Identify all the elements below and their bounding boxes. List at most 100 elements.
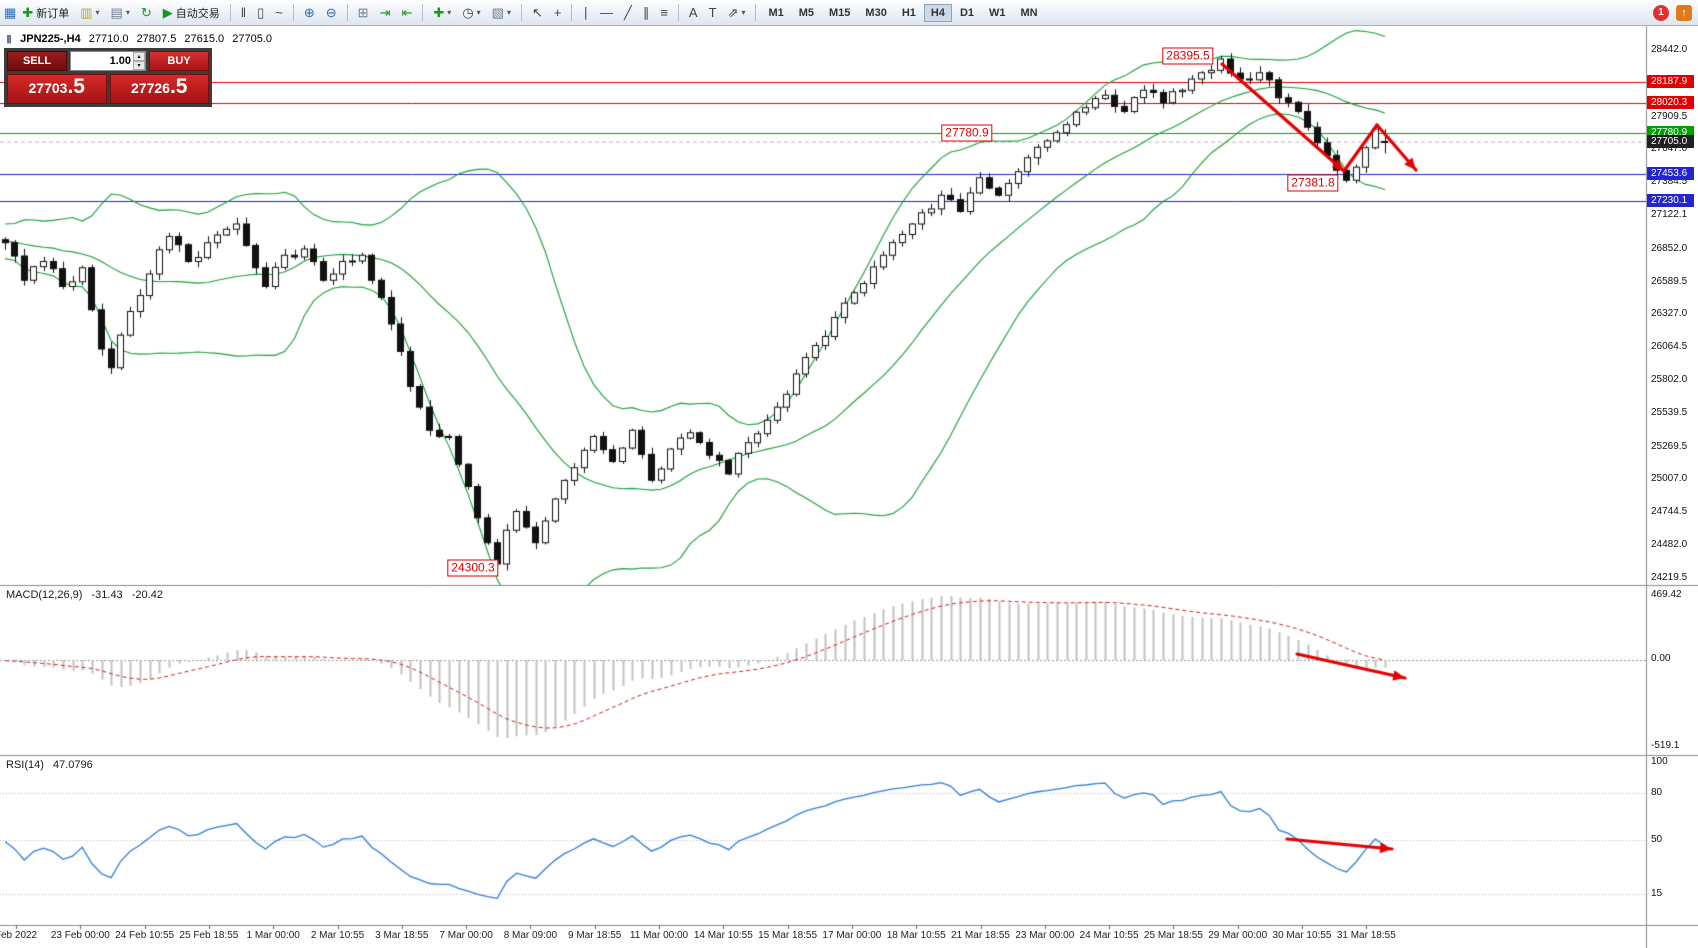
- auto-scroll-button[interactable]: ⇥: [375, 3, 396, 22]
- time-axis-label: 23 Mar 00:00: [1015, 930, 1075, 941]
- price-tag: 27453.6: [1647, 166, 1694, 180]
- price-annotation[interactable]: 27381.8: [1287, 174, 1339, 192]
- fibonacci-icon: ≡: [660, 5, 668, 20]
- time-axis[interactable]: Feb 2022 23 Feb 00:00 24 Feb 10:55 25 Feb 1…: [0, 926, 1646, 948]
- autotrading-button[interactable]: ▶ 自动交易: [158, 2, 225, 24]
- timeframe-m1-button[interactable]: M1: [761, 4, 790, 22]
- channel-icon: ∥: [642, 5, 650, 20]
- time-axis-label: 31 Mar 18:55: [1336, 930, 1396, 941]
- macd-axis-label: 469.42: [1651, 589, 1682, 600]
- bid-price-main: 27703: [28, 80, 68, 96]
- arrows-caret-icon: ▾: [741, 7, 746, 17]
- time-axis-label: 29 Mar 00:00: [1208, 930, 1268, 941]
- macd-axis-label: 0.00: [1651, 653, 1671, 664]
- chart-shift-button[interactable]: ⇤: [396, 3, 417, 22]
- ohlc-low: 27615.0: [184, 33, 225, 45]
- price-axis[interactable]: 28442.0 27909.5 27647.0 27384.5 27122.1 26852…: [1647, 26, 1698, 925]
- text-button[interactable]: A: [684, 3, 703, 22]
- sell-button[interactable]: SELL: [7, 51, 67, 71]
- app-icon: ▦: [4, 5, 17, 20]
- text-label-button[interactable]: T: [704, 3, 722, 22]
- time-axis-label: 25 Mar 18:55: [1143, 930, 1203, 941]
- cursor-button[interactable]: ↖: [527, 3, 548, 22]
- add-indicator-icon: ✚: [433, 5, 445, 20]
- trendline-icon: ╱: [623, 5, 632, 20]
- horizontal-line-button[interactable]: ―: [595, 3, 618, 22]
- price-annotation[interactable]: 28395.5: [1162, 47, 1214, 65]
- rsi-axis-label: 80: [1651, 787, 1663, 798]
- text-icon: A: [688, 5, 698, 20]
- timeframe-h1-button[interactable]: H1: [895, 4, 923, 22]
- timeframe-mn-button[interactable]: MN: [1014, 4, 1045, 22]
- buy-button[interactable]: BUY: [149, 51, 209, 71]
- rsi-label: RSI(14): [6, 759, 44, 771]
- zoom-out-button[interactable]: ⊖: [321, 3, 342, 22]
- new-chart-button[interactable]: ▥ ▾: [75, 3, 104, 22]
- price-axis-label: 26589.5: [1651, 275, 1688, 287]
- price-axis-label: 25007.0: [1651, 473, 1688, 485]
- autotrading-label: 自动交易: [175, 7, 220, 20]
- trendline-button[interactable]: ╱: [619, 3, 637, 22]
- arrows-button[interactable]: ⇗ ▾: [723, 3, 751, 22]
- volume-up-button[interactable]: ▴: [133, 52, 145, 61]
- price-tag: 28187.9: [1647, 74, 1694, 88]
- timeframe-d1-button[interactable]: D1: [953, 4, 981, 22]
- indicators-button[interactable]: ✚ ▾: [428, 3, 456, 22]
- toolbar-separator: [571, 4, 573, 21]
- profiles-caret-icon: ▾: [125, 7, 130, 17]
- rsi-value: 47.0796: [52, 759, 93, 771]
- refresh-button[interactable]: ↻: [136, 3, 157, 22]
- new-order-icon: ✚: [22, 5, 34, 20]
- volume-input[interactable]: [71, 52, 133, 70]
- toolbar-separator: [755, 4, 757, 21]
- timeframe-w1-button[interactable]: W1: [982, 4, 1013, 22]
- time-axis-label: Feb 2022: [0, 930, 38, 941]
- channel-button[interactable]: ∥: [638, 3, 655, 22]
- timeframe-m30-button[interactable]: M30: [858, 4, 893, 22]
- notification-badge[interactable]: 1: [1653, 4, 1669, 21]
- bars-chart-button[interactable]: ‖: [236, 3, 251, 22]
- timeframe-h4-button[interactable]: H4: [923, 3, 952, 22]
- macd-label: MACD(12,26,9): [6, 589, 83, 601]
- new-order-button[interactable]: ✚ 新订单: [17, 2, 74, 24]
- ohlc-high: 27807.5: [136, 33, 177, 45]
- price-axis-label: 24744.5: [1651, 506, 1688, 518]
- new-order-label: 新订单: [36, 7, 70, 20]
- price-annotation[interactable]: 24300.3: [447, 559, 499, 577]
- fibonacci-button[interactable]: ≡: [655, 3, 673, 22]
- time-axis-label: 9 Mar 18:55: [568, 930, 622, 941]
- vertical-line-button[interactable]: ∣: [577, 3, 594, 22]
- line-chart-button[interactable]: ~: [270, 3, 288, 22]
- macd-value-2: -20.42: [131, 589, 163, 601]
- zoom-in-button[interactable]: ⊕: [299, 3, 320, 22]
- timeframe-m5-button[interactable]: M5: [792, 4, 821, 22]
- time-axis-label: 17 Mar 00:00: [822, 930, 882, 941]
- candlestick-chart-button[interactable]: ▯: [252, 3, 269, 22]
- profiles-button[interactable]: ▤ ▾: [106, 3, 135, 22]
- horizontal-line-icon: ―: [599, 5, 613, 20]
- tile-windows-button[interactable]: ⊞: [353, 3, 374, 22]
- ask-price-display[interactable]: 27726 .5: [109, 74, 209, 104]
- zoom-out-icon: ⊖: [325, 5, 337, 20]
- time-axis-label: 24 Mar 10:55: [1079, 930, 1139, 941]
- toolbar-separator: [422, 4, 424, 21]
- volume-down-button[interactable]: ▾: [133, 61, 145, 70]
- one-click-trade-panel: SELL ▴ ▾ BUY 27703 .5 27726 .5: [4, 48, 212, 107]
- price-axis-label: 26327.0: [1651, 308, 1688, 320]
- toolbar-separator: [677, 4, 679, 21]
- crosshair-icon: +: [553, 5, 562, 20]
- panel-toggle-icon[interactable]: ↑: [1676, 4, 1692, 21]
- bid-price-display[interactable]: 27703 .5: [7, 74, 107, 104]
- tile-windows-icon: ⊞: [357, 5, 369, 20]
- price-annotation[interactable]: 27780.9: [941, 124, 993, 142]
- price-axis-label: 24482.0: [1651, 539, 1688, 550]
- rsi-axis-label: 15: [1651, 887, 1663, 899]
- crosshair-button[interactable]: +: [549, 3, 567, 22]
- timeframe-m15-button[interactable]: M15: [822, 4, 857, 22]
- periods-button[interactable]: ◷ ▾: [457, 3, 485, 22]
- templates-button[interactable]: ▧ ▾: [487, 3, 516, 22]
- time-axis-label: 25 Feb 18:55: [179, 930, 239, 941]
- volume-box: ▴ ▾: [70, 51, 146, 71]
